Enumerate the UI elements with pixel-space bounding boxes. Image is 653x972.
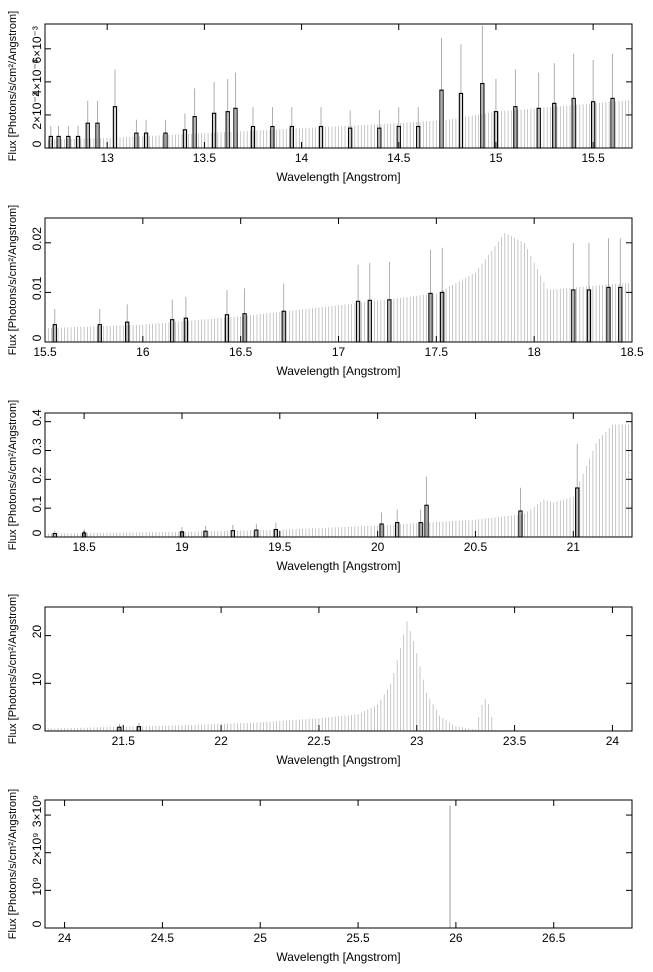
y-tick-label: 10: [30, 672, 44, 686]
x-tick-label: 18: [527, 345, 541, 359]
panel-2: 15.5 16 16.5 17 17.5 18 18.5 0 0.01 0.02 Wavelengt…: [7, 205, 644, 378]
panel-1: 13 13.5 14 14.5 15 15.5 0 2×10⁻³4×10⁻³6×10⁻³ Wav…: [7, 11, 633, 184]
x-tick-label: 25.5: [346, 931, 370, 945]
x-tick-label: 24: [58, 931, 72, 945]
panel-4: 21.5 22 22.5 23 23.5 24 0 10 20 Wavelength [Angst…: [7, 594, 633, 767]
plot-frame: [44, 412, 633, 538]
x-tick-label: 21: [567, 540, 581, 554]
x-tick-label: 24.5: [151, 931, 175, 945]
y-tick-label: 0.1: [30, 495, 44, 512]
y-tick-label: 0.01: [30, 276, 44, 300]
y-tick-label: 0.2: [30, 467, 44, 484]
y-tick-label: 2×10⁹: [30, 833, 44, 865]
y-tick-label: 0: [30, 334, 44, 341]
y-axis-label: Flux [Photons/s/cm²/Angstrom]: [7, 205, 19, 355]
x-tick-label: 21.5: [112, 734, 136, 748]
x-tick-label: 17.5: [425, 345, 449, 359]
x-axis-label: Wavelength [Angstrom]: [276, 753, 400, 767]
x-axis-label: Wavelength [Angstrom]: [276, 950, 400, 964]
model-spectrum: [44, 232, 633, 342]
y-tick-label: 0.4: [30, 409, 44, 426]
model-spectrum: [44, 100, 633, 148]
y-tick-label: 4×10⁻³: [30, 59, 44, 96]
model-spectrum: [44, 621, 610, 731]
x-tick-label: 17: [332, 345, 346, 359]
x-axis-label: Wavelength [Angstrom]: [276, 559, 400, 573]
x-axis-label: Wavelength [Angstrom]: [276, 364, 400, 378]
x-tick-label: 14.5: [387, 151, 411, 165]
x-tick-label: 15.5: [33, 345, 57, 359]
x-tick-label: 15.5: [581, 151, 605, 165]
x-tick-label: 26.5: [542, 931, 566, 945]
y-tick-label: 0: [30, 920, 44, 927]
y-tick-label: 0: [30, 529, 44, 536]
x-tick-label: 13.5: [193, 151, 217, 165]
y-tick-label: 0.02: [30, 227, 44, 251]
panel-3: 18.5 19 19.5 20 20.5 21 0 0.1 0.2 0.3 0.4 Wavelengt…: [7, 400, 633, 573]
plot-frame: [44, 606, 633, 732]
x-tick-label: 18.5: [72, 540, 96, 554]
x-tick-label: 22: [214, 734, 228, 748]
x-tick-label: 18.5: [620, 345, 644, 359]
x-tick-label: 20: [371, 540, 385, 554]
x-tick-label: 24: [606, 734, 620, 748]
y-tick-label: 0.3: [30, 438, 44, 455]
y-axis-label: Flux [Photons/s/cm²/Angstrom]: [7, 594, 19, 744]
y-axis-label: Flux [Photons/s/cm²/Angstrom]: [7, 789, 19, 939]
y-tick-label: 10⁹: [30, 877, 44, 896]
x-tick-label: 19: [175, 540, 189, 554]
x-tick-label: 20.5: [464, 540, 488, 554]
y-tick-label: 2×10⁻³: [30, 92, 44, 129]
x-tick-label: 19.5: [268, 540, 292, 554]
y-tick-label: 6×10⁻³: [30, 26, 44, 63]
x-tick-label: 15: [489, 151, 503, 165]
y-tick-label: 0: [30, 140, 44, 147]
x-tick-label: 13: [101, 151, 115, 165]
x-tick-label: 26: [449, 931, 463, 945]
observed-data: [52, 238, 623, 343]
y-tick-label: 20: [30, 625, 44, 639]
panel-5: 24 24.5 25 25.5 26 26.5 0 10⁹ 2×10⁹ 3×10⁹ Waveleng…: [7, 789, 633, 964]
x-tick-label: 23: [410, 734, 424, 748]
x-axis-label: Wavelength [Angstrom]: [276, 170, 400, 184]
observed-data: [117, 722, 142, 732]
x-tick-label: 16: [136, 345, 150, 359]
x-tick-label: 14: [295, 151, 309, 165]
y-tick-label: 3×10⁹: [30, 795, 44, 827]
plot-frame: [44, 23, 633, 149]
x-tick-label: 22.5: [307, 734, 331, 748]
y-axis-label: Flux [Photons/s/cm²/Angstrom]: [7, 400, 19, 550]
x-tick-label: 16.5: [229, 345, 253, 359]
y-tick-label: 0: [30, 723, 44, 730]
plot-frame: [44, 799, 633, 929]
y-axis-label: Flux [Photons/s/cm²/Angstrom]: [7, 11, 19, 161]
x-tick-label: 25: [254, 931, 268, 945]
observed-data: [52, 443, 580, 538]
model-spectrum: [44, 424, 633, 537]
x-tick-label: 23.5: [503, 734, 527, 748]
